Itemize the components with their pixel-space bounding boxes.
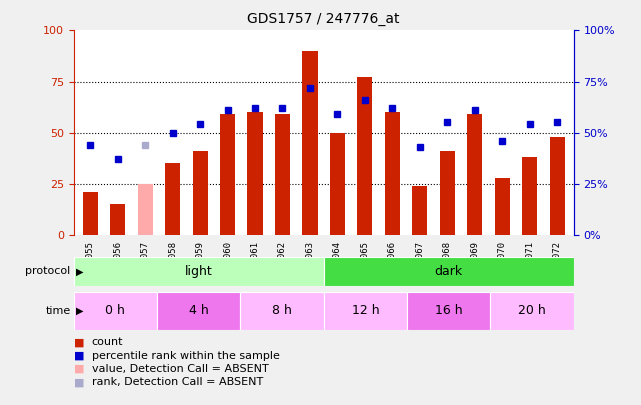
Bar <box>385 112 400 235</box>
Bar <box>330 133 345 235</box>
Bar <box>240 292 324 330</box>
Text: rank, Detection Call = ABSENT: rank, Detection Call = ABSENT <box>92 377 263 387</box>
Bar <box>412 186 428 235</box>
Bar <box>407 292 490 330</box>
Bar <box>83 192 98 235</box>
Text: protocol: protocol <box>25 266 71 276</box>
Bar <box>324 292 407 330</box>
Bar <box>358 77 372 235</box>
Bar <box>522 157 537 235</box>
Text: percentile rank within the sample: percentile rank within the sample <box>92 351 279 360</box>
Bar <box>495 178 510 235</box>
Text: ■: ■ <box>74 364 84 374</box>
Text: GDS1757 / 247776_at: GDS1757 / 247776_at <box>247 12 400 26</box>
Text: 8 h: 8 h <box>272 304 292 318</box>
Bar <box>324 257 574 286</box>
Text: 20 h: 20 h <box>518 304 546 318</box>
Text: dark: dark <box>435 265 463 278</box>
Bar <box>490 292 574 330</box>
Text: ▶: ▶ <box>76 306 83 316</box>
Text: ▶: ▶ <box>76 266 83 276</box>
Bar <box>303 51 317 235</box>
Bar <box>440 151 455 235</box>
Bar <box>192 151 208 235</box>
Text: ■: ■ <box>74 377 84 387</box>
Bar <box>165 163 180 235</box>
Text: 4 h: 4 h <box>189 304 208 318</box>
Bar <box>74 292 157 330</box>
Bar <box>550 137 565 235</box>
Bar <box>275 114 290 235</box>
Bar <box>467 114 482 235</box>
Text: 0 h: 0 h <box>105 304 126 318</box>
Bar <box>220 114 235 235</box>
Text: ■: ■ <box>74 337 84 347</box>
Bar <box>247 112 263 235</box>
Bar <box>138 184 153 235</box>
Text: ■: ■ <box>74 351 84 360</box>
Text: light: light <box>185 265 213 278</box>
Bar <box>110 204 125 235</box>
Bar <box>74 257 324 286</box>
Text: value, Detection Call = ABSENT: value, Detection Call = ABSENT <box>92 364 269 374</box>
Text: 16 h: 16 h <box>435 304 463 318</box>
Text: time: time <box>46 306 71 316</box>
Bar <box>157 292 240 330</box>
Text: count: count <box>92 337 123 347</box>
Text: 12 h: 12 h <box>351 304 379 318</box>
